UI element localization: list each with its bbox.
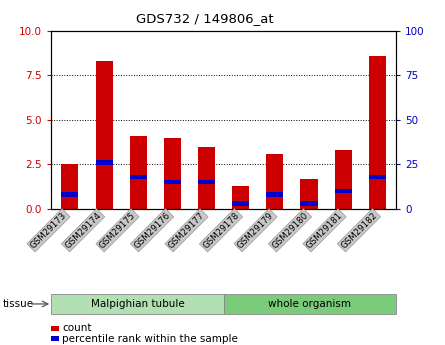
Bar <box>266 192 283 197</box>
Bar <box>51 336 59 341</box>
Text: percentile rank within the sample: percentile rank within the sample <box>62 334 238 344</box>
Bar <box>300 178 318 209</box>
Text: GSM29176: GSM29176 <box>132 210 172 250</box>
Text: tissue: tissue <box>2 299 33 309</box>
Text: GSM29173: GSM29173 <box>29 210 69 250</box>
Bar <box>198 180 215 184</box>
Bar <box>198 147 215 209</box>
Bar <box>164 138 181 209</box>
Text: Malpighian tubule: Malpighian tubule <box>90 299 184 309</box>
Bar <box>129 136 147 209</box>
Text: GSM29178: GSM29178 <box>201 210 241 250</box>
Bar <box>96 61 113 209</box>
Bar <box>96 160 113 165</box>
Bar <box>164 180 181 184</box>
Bar <box>266 154 283 209</box>
Bar <box>51 326 59 331</box>
Bar <box>369 175 386 179</box>
Bar <box>335 150 352 209</box>
Bar <box>232 186 249 209</box>
Text: count: count <box>62 324 92 333</box>
Bar <box>51 294 224 314</box>
Bar <box>300 201 318 206</box>
Bar <box>369 56 386 209</box>
Text: GSM29181: GSM29181 <box>305 210 344 250</box>
Text: GSM29174: GSM29174 <box>63 210 103 250</box>
Text: GSM29182: GSM29182 <box>339 210 379 250</box>
Bar <box>224 294 396 314</box>
Bar <box>129 175 147 179</box>
Bar <box>61 164 78 209</box>
Text: GDS732 / 149806_at: GDS732 / 149806_at <box>136 12 274 25</box>
Text: GSM29179: GSM29179 <box>236 210 275 250</box>
Text: GSM29180: GSM29180 <box>270 210 310 250</box>
Text: GSM29175: GSM29175 <box>98 210 138 250</box>
Bar <box>335 189 352 193</box>
Text: whole organism: whole organism <box>268 299 352 309</box>
Bar <box>61 192 78 197</box>
Text: GSM29177: GSM29177 <box>167 210 206 250</box>
Bar <box>232 201 249 206</box>
